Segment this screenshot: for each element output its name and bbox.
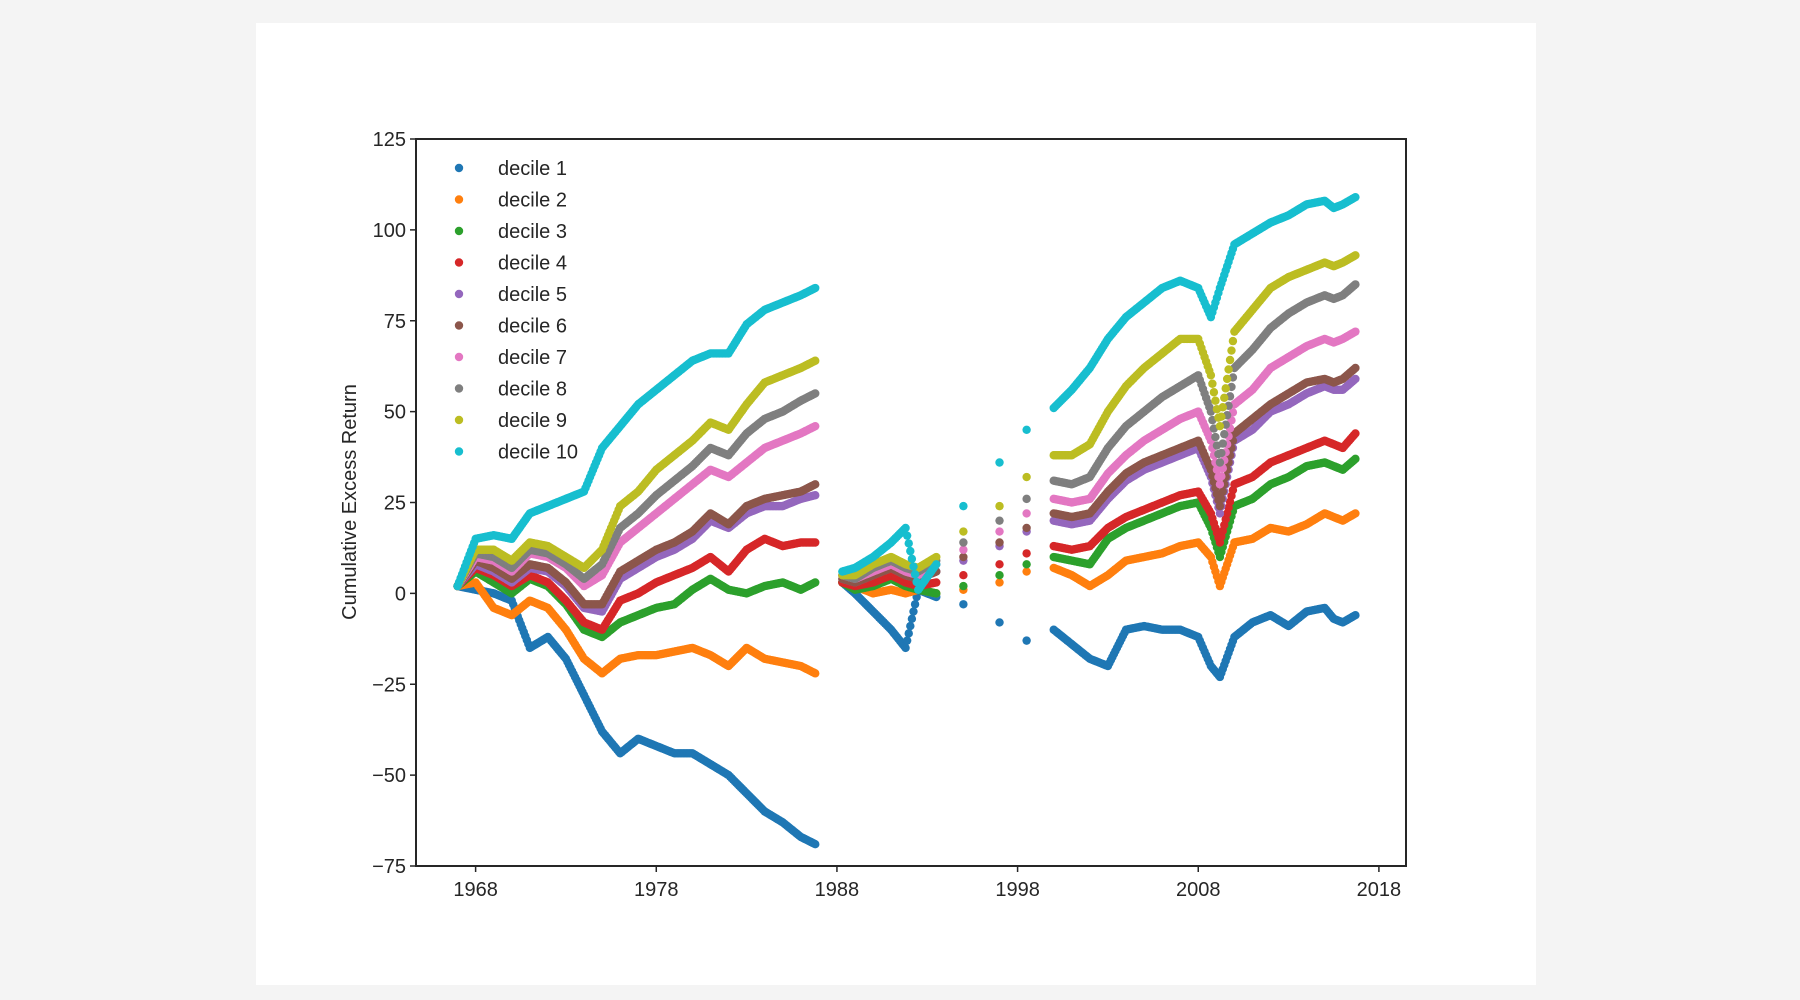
- data-point: [811, 283, 820, 293]
- data-point: [1221, 384, 1230, 393]
- data-point: [1022, 549, 1031, 558]
- series-9: [453, 251, 1360, 591]
- data-point: [906, 546, 915, 556]
- data-point: [932, 589, 941, 598]
- data-point: [1209, 388, 1219, 397]
- data-point: [995, 516, 1004, 525]
- data-point: [1217, 494, 1226, 504]
- data-point: [1218, 403, 1228, 412]
- data-point: [910, 600, 920, 609]
- data-point: [1211, 432, 1220, 442]
- data-point: [1022, 567, 1031, 576]
- data-point: [1022, 425, 1031, 434]
- data-point: [995, 618, 1004, 627]
- data-point: [811, 491, 820, 500]
- data-point: [959, 600, 968, 609]
- data-point: [1225, 355, 1235, 365]
- data-point: [1215, 501, 1225, 511]
- data-point: [1220, 429, 1229, 439]
- data-point: [1022, 509, 1031, 518]
- data-point: [811, 389, 820, 398]
- data-point: [811, 421, 820, 431]
- data-point: [1215, 480, 1225, 489]
- data-point: [811, 578, 820, 587]
- data-point: [959, 552, 968, 562]
- data-point: [1224, 365, 1233, 374]
- data-point: [1351, 280, 1360, 289]
- data-point: [1227, 346, 1236, 355]
- data-point: [995, 578, 1004, 587]
- data-point: [1217, 472, 1226, 481]
- data-point: [1218, 487, 1228, 496]
- series-10: [453, 192, 1360, 594]
- data-point: [811, 480, 820, 489]
- data-point: [909, 562, 918, 571]
- data-point: [1215, 509, 1225, 518]
- data-point: [811, 538, 820, 547]
- data-point: [959, 501, 968, 511]
- data-point: [1206, 371, 1216, 380]
- data-point: [995, 527, 1004, 536]
- data-point: [1351, 610, 1360, 620]
- data-point: [932, 560, 941, 569]
- data-point: [1351, 363, 1360, 373]
- data-point: [1351, 374, 1360, 384]
- data-point: [932, 578, 941, 587]
- data-point: [901, 523, 910, 533]
- data-point: [932, 552, 941, 562]
- data-point: [1351, 327, 1360, 336]
- data-point: [1022, 636, 1031, 645]
- data-point: [1218, 439, 1228, 448]
- data-point: [959, 545, 968, 554]
- data-point: [811, 356, 820, 365]
- data-point: [1217, 412, 1226, 421]
- data-point: [1211, 396, 1220, 405]
- data-point: [1222, 374, 1232, 384]
- data-point: [907, 554, 917, 564]
- data-point: [902, 531, 912, 540]
- chart-marks: [453, 192, 1360, 849]
- data-point: [995, 571, 1004, 580]
- data-point: [907, 614, 917, 624]
- data-point: [959, 527, 968, 536]
- data-point: [995, 560, 1004, 569]
- data-point: [909, 607, 918, 616]
- data-point: [959, 581, 968, 591]
- data-point: [1351, 509, 1360, 518]
- series-1: [453, 578, 1360, 849]
- data-point: [811, 669, 820, 678]
- data-point: [995, 538, 1004, 547]
- data-point: [995, 501, 1004, 511]
- data-point: [1220, 393, 1229, 403]
- scatter-chart: 1968 1978 1988 1998 2008 2018 −75−50−25025507…: [339, 129, 1407, 901]
- data-point: [901, 643, 910, 653]
- series-2: [453, 509, 1360, 678]
- data-point: [1022, 560, 1031, 569]
- data-point: [959, 571, 968, 580]
- data-point: [1351, 251, 1360, 260]
- data-point: [811, 839, 820, 849]
- series-6: [453, 363, 1360, 609]
- data-point: [904, 539, 913, 548]
- data-point: [1208, 379, 1217, 388]
- data-point: [1215, 458, 1225, 467]
- data-point: [1351, 454, 1360, 464]
- data-point: [910, 570, 920, 579]
- data-point: [995, 458, 1004, 467]
- data-point: [904, 629, 913, 638]
- data-point: [959, 538, 968, 547]
- data-point: [1351, 429, 1360, 438]
- data-point: [1022, 472, 1031, 482]
- data-point: [902, 636, 912, 645]
- data-point: [1217, 448, 1226, 458]
- data-point: [906, 621, 915, 631]
- figure-card: 1968 1978 1988 1998 2008 2018 −75 −50 −25 0 25 50 7…: [256, 23, 1536, 985]
- data-point: [1215, 421, 1225, 431]
- data-point: [1228, 336, 1238, 346]
- data-point: [1022, 523, 1031, 533]
- data-point: [1022, 494, 1031, 504]
